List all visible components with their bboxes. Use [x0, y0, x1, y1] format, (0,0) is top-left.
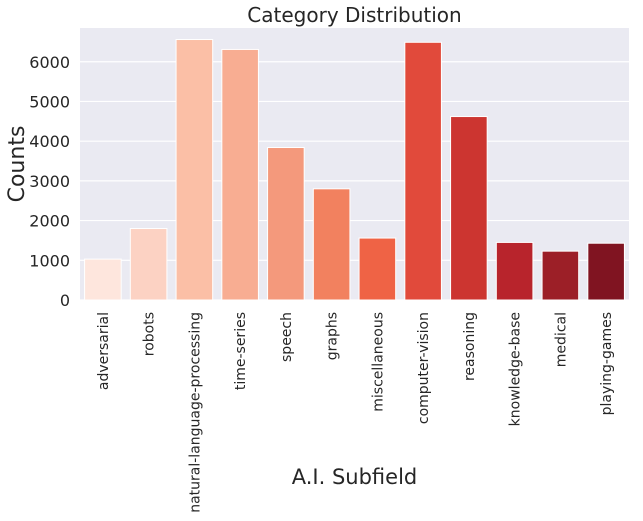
bar-miscellaneous [358, 237, 397, 301]
x-tick-label: speech [279, 312, 295, 362]
grid-lines [80, 61, 629, 301]
x-tick-labels: adversarial robots natural-language-proces… [96, 312, 615, 513]
bar-adversarial [84, 258, 122, 301]
y-tick-label: 3000 [29, 172, 70, 191]
plot-area [80, 28, 629, 300]
bar-natural-language-processing [175, 39, 214, 301]
y-tick-label: 1000 [29, 251, 70, 270]
x-tick-label: reasoning [462, 312, 478, 381]
x-tick-label: medical [553, 312, 569, 367]
bar-reasoning [450, 116, 488, 301]
y-tick-labels: 0 1000 2000 3000 4000 5000 6000 [29, 53, 70, 310]
x-tick-label: time-series [233, 312, 249, 390]
x-axis-label: A.I. Subfield [292, 465, 418, 489]
x-tick-label: miscellaneous [370, 312, 386, 412]
y-tick-label: 6000 [29, 53, 70, 72]
y-tick-label: 2000 [29, 212, 70, 231]
y-tick-label: 4000 [29, 132, 70, 151]
y-tick-label: 5000 [29, 92, 70, 111]
y-axis-label: Counts [5, 126, 30, 203]
bar-knowledge-base [495, 241, 534, 301]
x-tick-label: adversarial [96, 312, 112, 390]
x-tick-label: computer-vision [416, 312, 432, 424]
bar-graphs [312, 188, 351, 301]
bar-computer-vision [404, 41, 442, 301]
bar-medical [541, 250, 580, 301]
x-tick-label: natural-language-processing [187, 312, 203, 513]
bar-speech [267, 147, 305, 301]
bars [84, 39, 625, 301]
y-tick-label: 0 [60, 291, 70, 310]
x-tick-label: knowledge-base [508, 312, 524, 426]
x-tick-label: graphs [325, 312, 341, 360]
bar-time-series [221, 48, 259, 301]
bar-robots [129, 228, 168, 301]
x-tick-label: robots [142, 312, 158, 356]
bar-playing-games [587, 242, 625, 301]
chart-title: Category Distribution [247, 3, 461, 27]
x-tick-label: playing-games [599, 312, 615, 415]
